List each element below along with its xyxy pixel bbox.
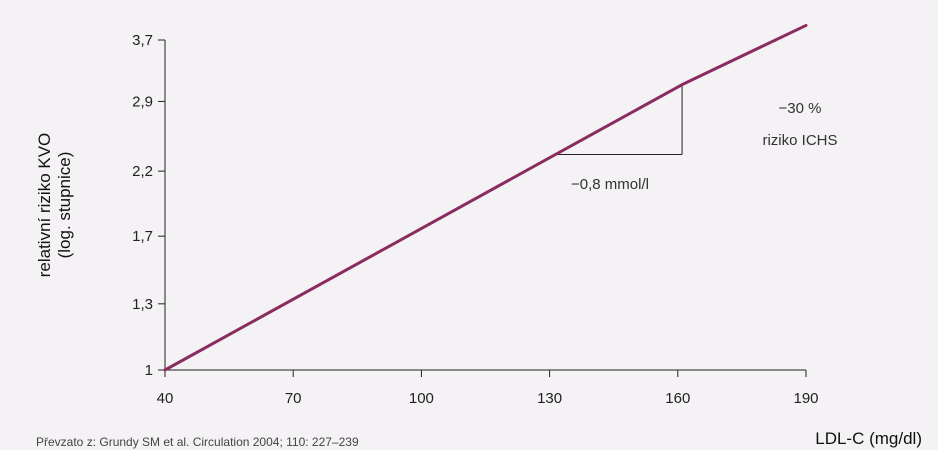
x-tick-label: 160	[665, 390, 690, 407]
x-tick-label: 130	[537, 390, 562, 407]
source-note: Převzato z: Grundy SM et al. Circulation…	[36, 435, 359, 449]
y-tick-label: 1,7	[132, 228, 153, 245]
y-axis-title: relativní riziko KVO (log. stupnice)	[35, 133, 74, 278]
x-axis-title: LDL-C (mg/dl)	[815, 429, 922, 448]
series-layer	[163, 23, 808, 372]
risk-series-line	[163, 23, 808, 372]
y-axis-title-line1: relativní riziko KVO	[35, 133, 54, 278]
y-tick-label: 2,2	[132, 163, 153, 180]
reduction-label: −0,8 mmol/l	[571, 176, 649, 193]
y-tick-label: 1	[145, 362, 153, 379]
x-tick-label: 100	[409, 390, 434, 407]
y-tick-label: 2,9	[132, 93, 153, 110]
reduction-triangle	[553, 84, 683, 155]
ticks: 1 1,3 1,7 2,2 2,9 3,7 40 70 100 130 160 190	[132, 32, 818, 407]
y-tick-label: 3,7	[132, 32, 153, 49]
x-tick-label: 40	[157, 390, 174, 407]
y-tick-label: 1,3	[132, 296, 153, 313]
x-tick-label: 190	[793, 390, 818, 407]
risk-label-line2: riziko ICHS	[762, 132, 837, 149]
x-tick-label: 70	[285, 390, 302, 407]
y-axis-title-line2: (log. stupnice)	[55, 152, 74, 259]
risk-label-line1: −30 %	[779, 100, 822, 117]
axes	[164, 40, 806, 371]
